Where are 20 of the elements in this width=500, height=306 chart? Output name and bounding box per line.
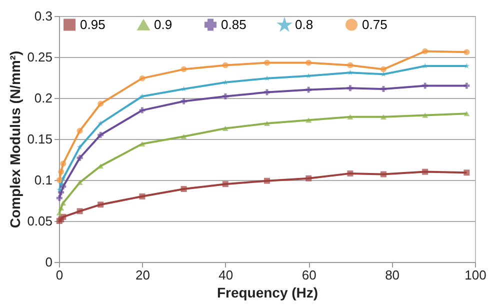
x-tick-label: 100 (464, 268, 486, 282)
y-tick-label: 0.1 (34, 172, 52, 188)
x-tick-label: 60 (302, 268, 316, 282)
legend-label: 0.75 (362, 16, 388, 32)
y-tick-label: 0.15 (27, 132, 52, 146)
legend-label: 0.85 (221, 16, 246, 32)
x-axis-title: Frequency (Hz) (216, 284, 318, 300)
x-tick-label: 0 (56, 268, 64, 282)
y-tick-label: 0.3 (34, 8, 52, 24)
y-tick-label: 0.05 (27, 214, 52, 228)
x-tick-label: 40 (218, 268, 234, 282)
y-axis-title: Complex Modulus (N/mm²) (7, 50, 24, 228)
x-tick-label: 20 (135, 268, 150, 282)
y-tick-label: 0.2 (34, 90, 52, 106)
legend-label: 0.9 (154, 17, 172, 32)
y-tick-label: 0 (45, 254, 52, 270)
x-tick-label: 80 (385, 268, 400, 282)
legend-label: 0.8 (295, 17, 314, 32)
legend-label: 0.95 (80, 16, 106, 32)
y-tick-label: 0.25 (27, 50, 52, 64)
